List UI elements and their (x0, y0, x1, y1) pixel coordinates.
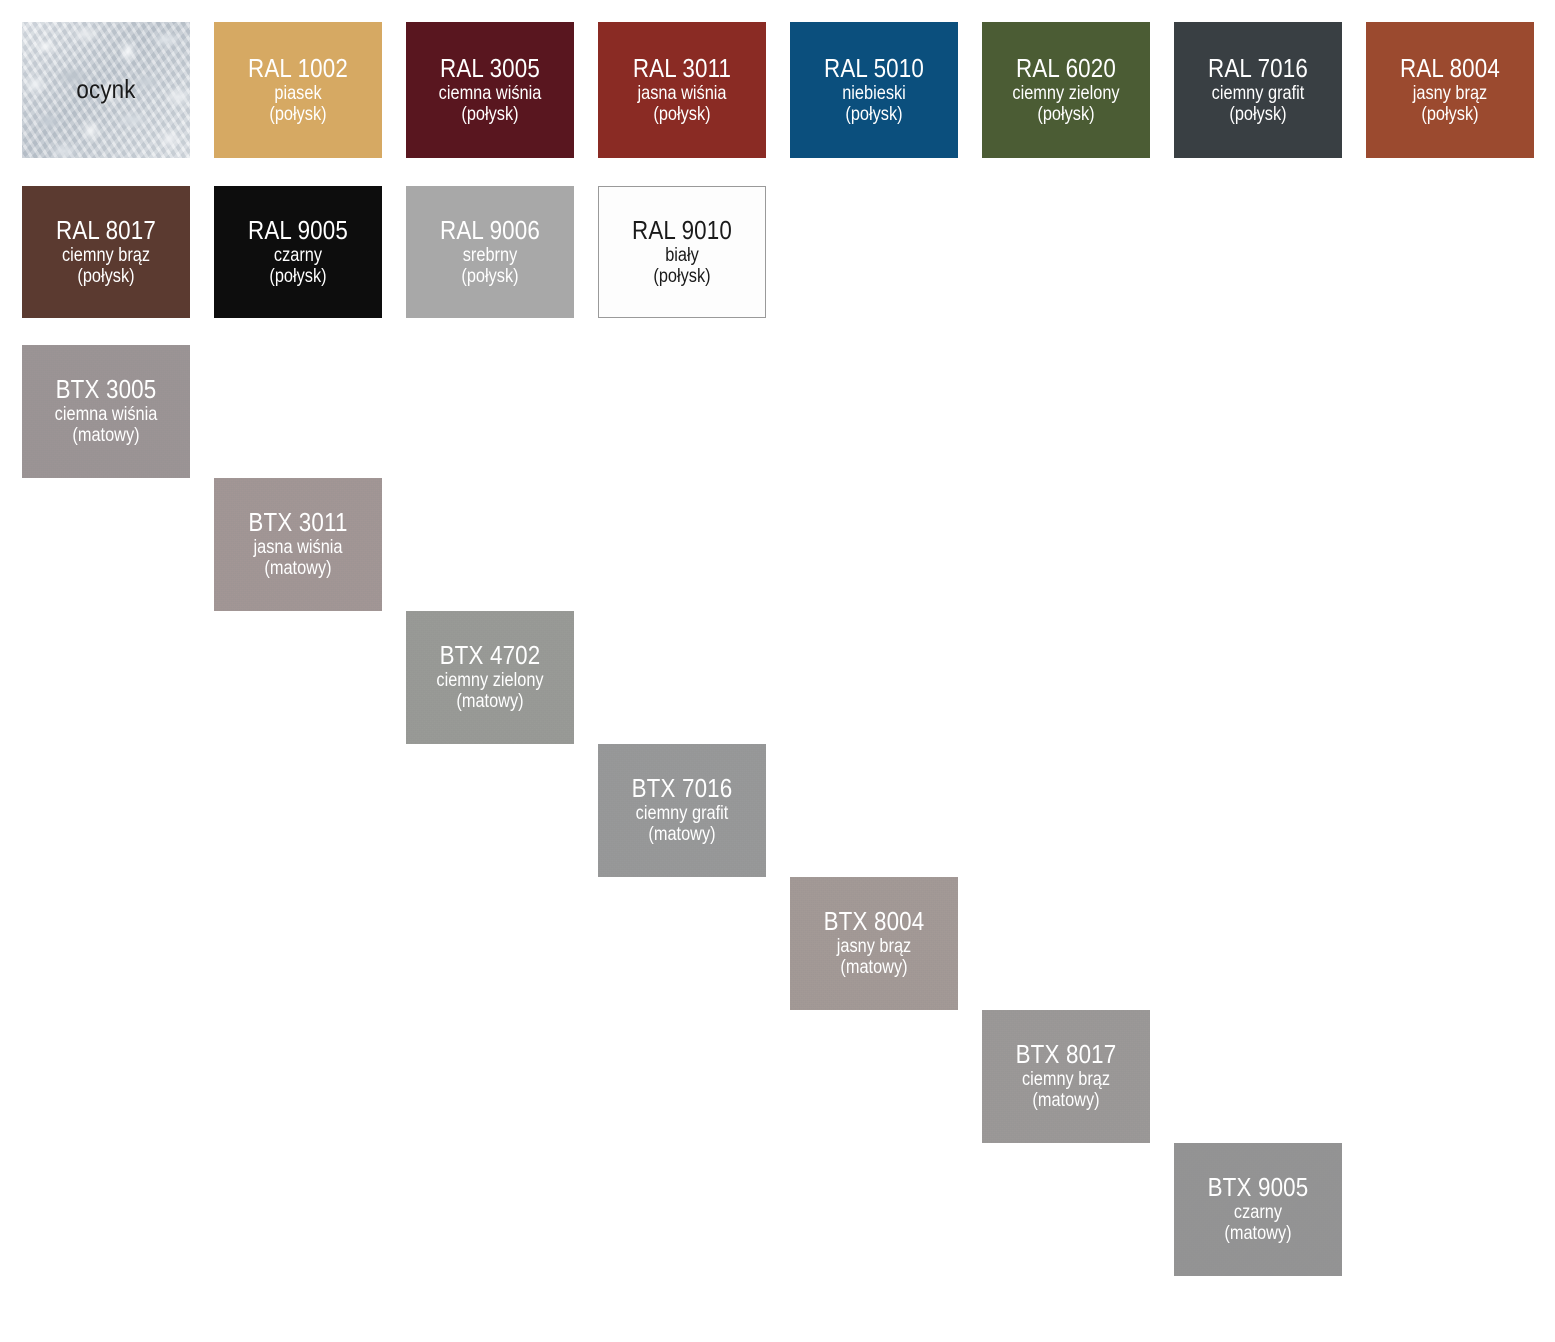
swatch-code: RAL 9006 (439, 214, 541, 245)
swatch-color-name: ciemny zielony (436, 670, 544, 692)
swatch-color-name: czarny (273, 244, 323, 266)
swatch-color-name: niebieski (842, 82, 906, 104)
swatch-finish: (połysk) (845, 103, 903, 125)
swatch-finish: (matowy) (264, 558, 332, 579)
swatch-color-name: ciemny grafit (635, 803, 729, 825)
swatch-color-name: biały (665, 244, 699, 266)
swatch-code: BTX 3011 (248, 507, 348, 538)
color-swatch-btx-9005[interactable]: BTX 9005 czarny (matowy) (1174, 1143, 1342, 1276)
swatch-code: RAL 9010 (631, 214, 733, 245)
swatch-color-name: czarny (1233, 1202, 1283, 1224)
swatch-finish: (połysk) (653, 103, 711, 125)
swatch-finish: (matowy) (648, 824, 716, 845)
swatch-code: RAL 1002 (247, 52, 349, 83)
swatch-label-group: RAL 8004 jasny brąz (połysk) (1366, 55, 1534, 125)
swatch-code: BTX 3005 (55, 374, 157, 405)
color-swatch-btx-8017[interactable]: BTX 8017 ciemny brąz (matowy) (982, 1010, 1150, 1143)
swatch-label-group: BTX 8004 jasny brąz (matowy) (790, 908, 958, 978)
color-swatch-ral-3005[interactable]: RAL 3005 ciemna wiśnia (połysk) (406, 22, 574, 158)
color-swatch-ral-7016[interactable]: RAL 7016 ciemny grafit (połysk) (1174, 22, 1342, 158)
color-swatch-btx-8004[interactable]: BTX 8004 jasny brąz (matowy) (790, 877, 958, 1010)
color-swatch-ral-9005[interactable]: RAL 9005 czarny (połysk) (214, 186, 382, 318)
swatch-label-group: RAL 5010 niebieski (połysk) (790, 55, 958, 125)
swatch-color-name: ciemny grafit (1211, 82, 1305, 104)
swatch-color-name: ciemny zielony (1012, 82, 1120, 104)
color-swatch-ocynk[interactable]: ocynk (22, 22, 190, 158)
swatch-code: RAL 5010 (823, 52, 925, 83)
swatch-code: BTX 4702 (439, 640, 541, 671)
color-swatch-btx-3005[interactable]: BTX 3005 ciemna wiśnia (matowy) (22, 345, 190, 478)
color-swatch-ral-3011[interactable]: RAL 3011 jasna wiśnia (połysk) (598, 22, 766, 158)
color-swatch-ral-8017[interactable]: RAL 8017 ciemny brąz (połysk) (22, 186, 190, 318)
swatch-color-name: srebrny (462, 244, 518, 266)
color-swatch-ral-6020[interactable]: RAL 6020 ciemny zielony (połysk) (982, 22, 1150, 158)
swatch-code: RAL 7016 (1207, 52, 1309, 83)
swatch-label-group: BTX 3005 ciemna wiśnia (matowy) (22, 376, 190, 446)
swatch-label-group: RAL 7016 ciemny grafit (połysk) (1174, 55, 1342, 125)
swatch-color-name: jasna wiśnia (637, 82, 727, 104)
swatch-code: RAL 8017 (55, 214, 157, 245)
swatch-code: RAL 3005 (439, 52, 541, 83)
swatch-finish: (połysk) (461, 265, 519, 287)
swatch-color-name: piasek (274, 82, 322, 104)
swatch-code: BTX 7016 (631, 773, 733, 804)
swatch-color-name: ciemny brąz (61, 244, 151, 266)
swatch-color-name: ciemna wiśnia (54, 404, 158, 426)
color-swatch-btx-3011[interactable]: BTX 3011 jasna wiśnia (matowy) (214, 478, 382, 611)
swatch-finish: (połysk) (1421, 103, 1479, 125)
color-palette: ocynk RAL 1002 piasek (połysk) RAL 3005 ciemn… (22, 22, 1534, 1276)
swatch-code: ocynk (76, 73, 136, 104)
swatch-color-name: ciemny brąz (1021, 1069, 1111, 1091)
swatch-color-name: jasny brąz (1412, 82, 1488, 104)
swatch-finish: (połysk) (269, 265, 327, 287)
swatch-label-group: BTX 4702 ciemny zielony (matowy) (406, 642, 574, 712)
swatch-finish: (połysk) (1037, 103, 1095, 125)
swatch-label-group: BTX 8017 ciemny brąz (matowy) (982, 1041, 1150, 1111)
color-swatch-ral-9006[interactable]: RAL 9006 srebrny (połysk) (406, 186, 574, 318)
swatch-finish: (matowy) (72, 425, 140, 446)
swatch-code: BTX 9005 (1207, 1172, 1309, 1203)
swatch-label-group: ocynk (22, 76, 190, 105)
swatch-label-group: BTX 7016 ciemny grafit (matowy) (598, 775, 766, 845)
swatch-finish: (połysk) (1229, 103, 1287, 125)
color-swatch-btx-7016[interactable]: BTX 7016 ciemny grafit (matowy) (598, 744, 766, 877)
color-swatch-ral-9010[interactable]: RAL 9010 biały (połysk) (598, 186, 766, 318)
color-swatch-ral-5010[interactable]: RAL 5010 niebieski (połysk) (790, 22, 958, 158)
swatch-code: BTX 8017 (1015, 1039, 1117, 1070)
swatch-label-group: RAL 3011 jasna wiśnia (połysk) (598, 55, 766, 125)
swatch-code: RAL 6020 (1015, 52, 1117, 83)
swatch-finish: (połysk) (461, 103, 519, 125)
swatch-color-name: jasna wiśnia (253, 537, 343, 559)
swatch-code: RAL 3011 (632, 52, 732, 83)
swatch-label-group: RAL 9010 biały (połysk) (599, 217, 765, 287)
swatch-label-group: RAL 3005 ciemna wiśnia (połysk) (406, 55, 574, 125)
swatch-color-name: jasny brąz (836, 936, 912, 958)
swatch-label-group: RAL 1002 piasek (połysk) (214, 55, 382, 125)
swatch-finish: (połysk) (653, 265, 711, 287)
swatch-finish: (połysk) (269, 103, 327, 125)
swatch-finish: (połysk) (77, 265, 135, 287)
swatch-label-group: RAL 6020 ciemny zielony (połysk) (982, 55, 1150, 125)
swatch-label-group: RAL 9006 srebrny (połysk) (406, 217, 574, 287)
swatch-finish: (matowy) (1032, 1090, 1100, 1111)
color-swatch-ral-8004[interactable]: RAL 8004 jasny brąz (połysk) (1366, 22, 1534, 158)
swatch-code: BTX 8004 (823, 906, 925, 937)
swatch-label-group: RAL 8017 ciemny brąz (połysk) (22, 217, 190, 287)
swatch-color-name: ciemna wiśnia (438, 82, 542, 104)
swatch-code: RAL 9005 (247, 214, 349, 245)
swatch-finish: (matowy) (1224, 1223, 1292, 1244)
swatch-label-group: BTX 3011 jasna wiśnia (matowy) (214, 509, 382, 579)
swatch-finish: (matowy) (456, 691, 524, 712)
swatch-code: RAL 8004 (1399, 52, 1501, 83)
swatch-finish: (matowy) (840, 957, 908, 978)
color-swatch-btx-4702[interactable]: BTX 4702 ciemny zielony (matowy) (406, 611, 574, 744)
color-swatch-ral-1002[interactable]: RAL 1002 piasek (połysk) (214, 22, 382, 158)
swatch-label-group: BTX 9005 czarny (matowy) (1174, 1174, 1342, 1244)
swatch-label-group: RAL 9005 czarny (połysk) (214, 217, 382, 287)
